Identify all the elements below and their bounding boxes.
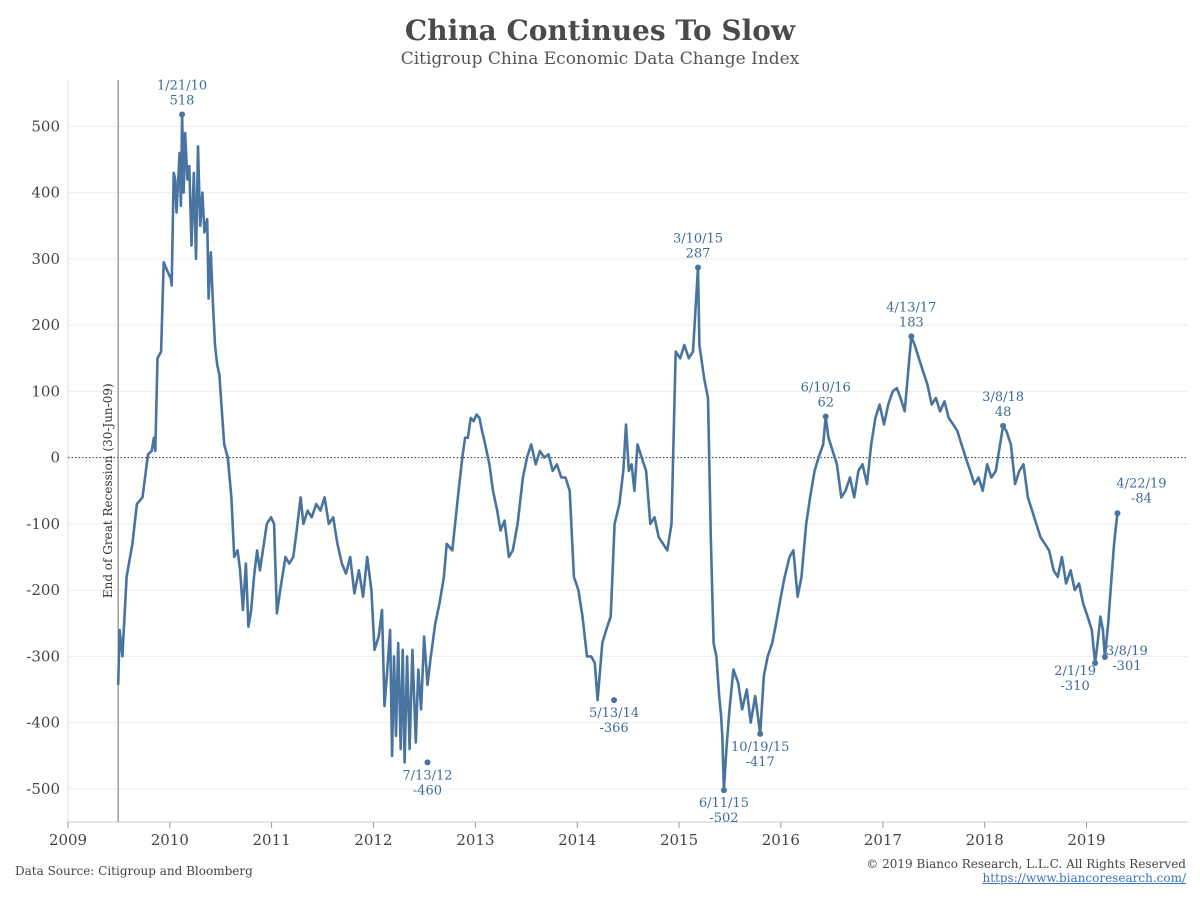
annotation-date-label: 2/1/19 [1054,664,1096,679]
annotation-value-label: 48 [995,405,1012,420]
annotation-date-label: 4/22/19 [1116,476,1166,491]
annotation-point [720,787,727,794]
x-tick-label: 2010 [151,831,189,849]
annotation-value-label: -301 [1112,659,1141,674]
annotation-date-label: 6/11/15 [699,796,749,811]
annotation-value-label: 62 [817,396,834,411]
annotation-value-label: -502 [709,811,738,826]
x-tick-label: 2017 [864,831,902,849]
annotation-value-label: -366 [599,721,628,736]
annotation-point [179,111,186,118]
y-tick-label: -500 [26,780,60,798]
annotation-date-label: 4/13/17 [886,300,936,315]
annotation-date-label: 1/21/10 [157,78,207,93]
annotation-point [424,759,431,766]
x-tick-label: 2011 [252,831,290,849]
x-tick-label: 2016 [762,831,800,849]
annotation-point [1114,510,1121,517]
annotation-value-label: -460 [413,783,442,798]
website-link[interactable]: https://www.biancoresearch.com/ [982,871,1186,885]
y-tick-label: 100 [31,382,60,400]
annotation-date-label: 3/10/15 [673,231,723,246]
annotation-point [611,697,618,704]
series-line [116,113,1119,792]
annotation-point [1092,660,1099,666]
annotation-date-label: 5/13/14 [589,706,639,721]
annotation-date-label: 3/8/19 [1106,644,1148,659]
annotation-date-label: 7/13/12 [402,768,452,783]
annotation-value-label: 287 [686,246,711,261]
annotation-value-label: 518 [170,93,195,108]
y-tick-label: 500 [31,117,60,135]
y-tick-label: -100 [26,515,60,533]
y-tick-label: 0 [50,449,60,467]
x-tick-label: 2009 [49,831,87,849]
x-tick-label: 2013 [456,831,494,849]
annotation-point [1000,422,1007,429]
recession-end-label: End of Great Recession (30-Jun-09) [101,383,115,598]
x-tick-label: 2019 [1067,831,1105,849]
annotation-point [908,333,915,340]
y-tick-label: 200 [31,316,60,334]
copyright-note: © 2019 Bianco Research, L.L.C. All Right… [866,857,1186,871]
data-source-note: Data Source: Citigroup and Bloomberg [15,864,253,878]
annotation-point [822,413,829,420]
x-tick-label: 2014 [558,831,596,849]
annotation-point [695,264,701,271]
y-tick-label: -200 [26,581,60,599]
annotation-value-label: -310 [1061,679,1090,694]
y-tick-label: 300 [31,250,60,268]
x-tick-label: 2018 [966,831,1004,849]
x-tick-label: 2012 [354,831,392,849]
annotation-value-label: -84 [1131,491,1152,506]
annotation-value-label: -417 [746,755,775,770]
y-tick-label: -400 [26,714,60,732]
annotation-value-label: 183 [899,315,924,330]
annotation-date-label: 3/8/18 [982,390,1024,405]
y-tick-label: 400 [31,184,60,202]
annotation-point [1101,654,1108,661]
chart-subtitle: Citigroup China Economic Data Change Ind… [400,49,800,69]
annotation-date-label: 6/10/16 [801,381,851,396]
y-tick-label: -300 [26,647,60,665]
annotation-point [757,730,764,737]
chart-title: China Continues To Slow [404,14,796,47]
annotation-date-label: 10/19/15 [731,740,789,755]
x-tick-label: 2015 [660,831,698,849]
